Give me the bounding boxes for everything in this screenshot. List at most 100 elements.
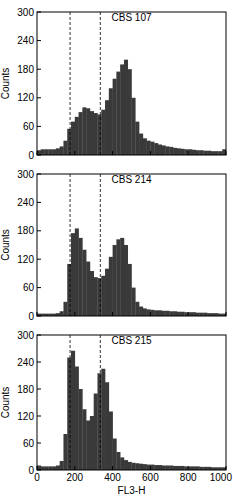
y-tick-label: 300 bbox=[17, 169, 34, 180]
histogram-bar bbox=[63, 434, 67, 470]
x-axis-label: FL3-H bbox=[118, 485, 146, 496]
panel: 060120180240300CBS 214Counts bbox=[0, 169, 226, 322]
x-tick bbox=[37, 151, 38, 155]
histogram-bar bbox=[41, 466, 45, 470]
histogram-bar bbox=[192, 466, 196, 470]
histogram-bar bbox=[105, 269, 109, 316]
histogram-bar bbox=[67, 358, 71, 471]
y-tick-label: 240 bbox=[17, 357, 34, 368]
histogram-bar bbox=[37, 314, 41, 316]
histogram-bar bbox=[158, 310, 162, 316]
histogram-bar bbox=[184, 312, 188, 316]
x-tick bbox=[37, 466, 38, 470]
reference-line bbox=[100, 12, 101, 155]
histogram-bar bbox=[90, 416, 94, 470]
x-tick bbox=[74, 466, 75, 470]
histogram-bar bbox=[97, 373, 101, 470]
histogram-bar bbox=[147, 309, 151, 316]
histogram-bar bbox=[162, 145, 166, 155]
histogram-bar bbox=[60, 461, 64, 470]
histogram-bar bbox=[52, 149, 56, 155]
histogram-bar bbox=[101, 369, 105, 470]
x-tick bbox=[226, 151, 227, 155]
histogram-bar bbox=[113, 245, 117, 316]
histogram-bar bbox=[113, 439, 117, 471]
x-tick-label: 600 bbox=[142, 472, 159, 483]
histogram-bar bbox=[166, 311, 170, 316]
y-tick bbox=[37, 230, 41, 231]
histogram-bar bbox=[181, 149, 185, 155]
histogram-bar bbox=[139, 307, 143, 316]
histogram-bar bbox=[158, 145, 162, 155]
x-tick bbox=[226, 312, 227, 316]
histogram-bar bbox=[177, 312, 181, 316]
histogram-bar bbox=[97, 278, 101, 316]
histogram-bar bbox=[124, 245, 128, 316]
histogram-bar bbox=[181, 466, 185, 470]
histogram-bar bbox=[207, 151, 211, 155]
histogram-bar bbox=[143, 138, 147, 155]
y-tick-label: 180 bbox=[17, 384, 34, 395]
bars bbox=[37, 335, 226, 470]
histogram-bar bbox=[105, 100, 109, 155]
histogram-bar bbox=[203, 151, 207, 155]
y-tick-label: 120 bbox=[17, 92, 34, 103]
histogram-bar bbox=[139, 464, 143, 470]
histogram-bar bbox=[109, 257, 113, 316]
histogram-bar bbox=[154, 465, 158, 470]
histogram-bar bbox=[94, 394, 98, 471]
y-tick bbox=[37, 416, 41, 417]
histogram-bar bbox=[166, 146, 170, 155]
histogram-bar bbox=[67, 264, 71, 316]
histogram-bar bbox=[94, 113, 98, 155]
histogram-bar bbox=[79, 238, 83, 316]
x-tick-label: 0 bbox=[34, 472, 40, 483]
histogram-bar bbox=[124, 60, 128, 155]
histogram-bar bbox=[166, 466, 170, 471]
y-tick bbox=[37, 470, 41, 471]
histogram-bar bbox=[132, 463, 136, 470]
histogram-bar bbox=[48, 466, 52, 470]
histogram-bar bbox=[75, 228, 79, 316]
y-tick bbox=[37, 69, 41, 70]
plot-frame bbox=[37, 174, 226, 316]
y-tick-label: 120 bbox=[17, 254, 34, 265]
histogram-bar bbox=[169, 311, 173, 316]
histogram-bar bbox=[97, 114, 101, 155]
histogram-bar bbox=[162, 311, 166, 316]
reference-line bbox=[100, 335, 101, 470]
histogram-bar bbox=[120, 238, 124, 316]
histogram-bar bbox=[52, 466, 56, 470]
histogram-bar bbox=[45, 149, 49, 155]
histogram-bar bbox=[181, 312, 185, 316]
histogram-bar bbox=[79, 112, 83, 155]
histogram-bar bbox=[41, 149, 45, 155]
x-tick bbox=[188, 312, 189, 316]
histogram-bar bbox=[222, 149, 226, 155]
y-tick-label: 240 bbox=[17, 35, 34, 46]
histogram-bar bbox=[94, 277, 98, 316]
histogram-bar bbox=[86, 421, 90, 471]
y-tick bbox=[37, 40, 41, 41]
histogram-bar bbox=[215, 151, 219, 155]
histogram-bar bbox=[188, 312, 192, 316]
y-tick-label: 180 bbox=[17, 64, 34, 75]
y-tick bbox=[37, 259, 41, 260]
histogram-bar bbox=[132, 98, 136, 155]
histogram-bar bbox=[158, 465, 162, 470]
histogram-bar bbox=[116, 239, 120, 316]
y-tick bbox=[37, 97, 41, 98]
x-tick-label: 1000 bbox=[210, 472, 233, 483]
histogram-bar bbox=[63, 302, 67, 316]
histogram-bar bbox=[82, 107, 86, 155]
histogram-bar bbox=[135, 302, 139, 316]
histogram-bar bbox=[71, 351, 75, 470]
histogram-bar bbox=[177, 466, 181, 470]
y-tick bbox=[37, 389, 41, 390]
bars bbox=[37, 174, 226, 316]
histogram-bar bbox=[150, 465, 154, 470]
histogram-bar bbox=[56, 148, 60, 155]
x-tick bbox=[226, 466, 227, 470]
histogram-bar bbox=[139, 134, 143, 155]
histogram-bar bbox=[109, 88, 113, 155]
